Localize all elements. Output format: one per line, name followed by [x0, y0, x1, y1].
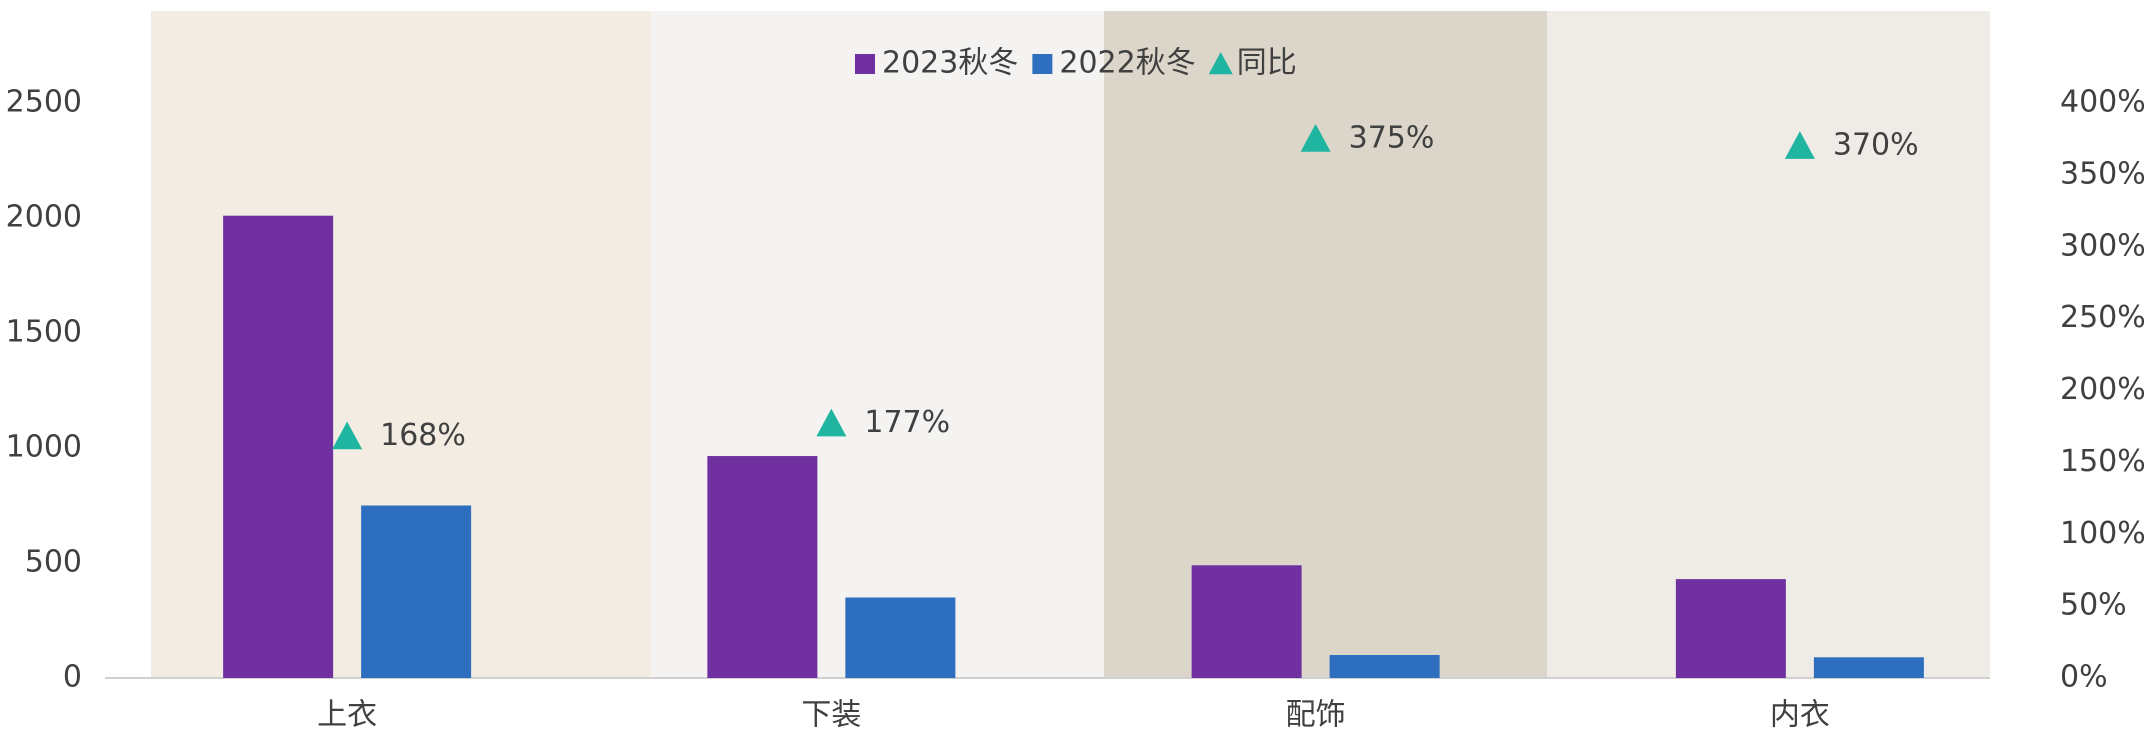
legend-swatch [1032, 54, 1052, 74]
y-tick-label: 0 [63, 660, 82, 695]
bar [1330, 655, 1440, 678]
photo [1104, 11, 1547, 678]
data-label: 375% [1349, 120, 1435, 155]
y-tick-label: 500 [25, 545, 82, 580]
legend-swatch [855, 54, 875, 74]
legend-label: 2022秋冬 [1059, 46, 1195, 81]
bar [223, 216, 333, 678]
chart: 0 500 1000 1500 2000 2500 0% 50% 100% 150% 200% 250… [0, 0, 2147, 731]
y2-tick-label: 300% [2060, 228, 2146, 263]
bar [845, 598, 955, 679]
y-tick-label: 2500 [6, 85, 82, 120]
y-tick-label: 1000 [6, 430, 82, 465]
y2-tick-label: 100% [2060, 516, 2146, 551]
y2-tick-label: 400% [2060, 85, 2146, 120]
x-tick-label: 配饰 [1286, 698, 1346, 731]
bar [1676, 579, 1786, 678]
y2-tick-label: 200% [2060, 372, 2146, 407]
y-tick-label: 1500 [6, 315, 82, 350]
bar [1192, 565, 1302, 678]
data-label: 370% [1833, 128, 1919, 163]
x-tick-label: 上衣 [317, 698, 377, 731]
x-tick-label: 内衣 [1770, 698, 1830, 731]
data-label: 177% [864, 405, 950, 440]
photo [1547, 11, 1990, 678]
x-tick-label: 下装 [801, 698, 861, 731]
y2-tick-label: 150% [2060, 444, 2146, 479]
y2-tick-label: 0% [2060, 660, 2108, 695]
y2-tick-label: 50% [2060, 588, 2127, 623]
bar [1814, 657, 1924, 678]
data-label: 168% [380, 418, 466, 453]
y2-tick-label: 250% [2060, 300, 2146, 335]
bar [707, 456, 817, 678]
bar [361, 506, 471, 679]
legend-label: 2023秋冬 [882, 46, 1018, 81]
legend-label: 同比 [1237, 46, 1297, 81]
y-tick-label: 2000 [6, 200, 82, 235]
y2-tick-label: 350% [2060, 156, 2146, 191]
